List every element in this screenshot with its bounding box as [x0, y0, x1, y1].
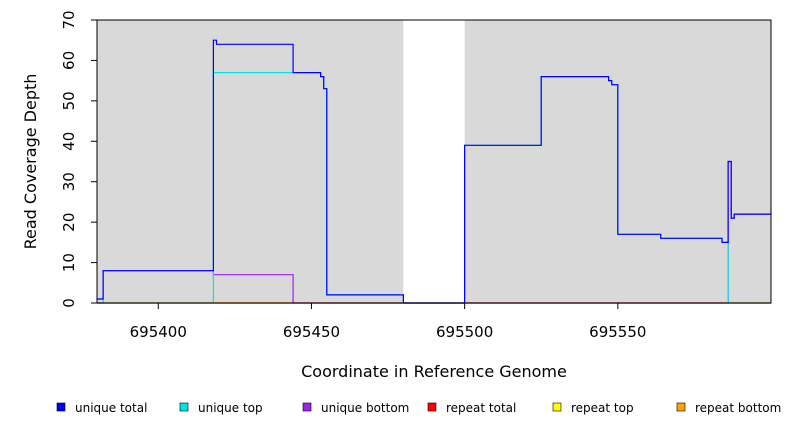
- legend-swatch-repeat-total: [427, 402, 437, 412]
- y-axis-title: Read Coverage Depth: [21, 74, 40, 250]
- x-tick-label: 695400: [130, 323, 187, 341]
- legend-label-unique-bottom: unique bottom: [321, 401, 409, 415]
- y-tick-label: 40: [60, 132, 78, 151]
- legend-swatch-unique-bottom: [302, 402, 312, 412]
- x-axis-title: Coordinate in Reference Genome: [301, 362, 567, 381]
- x-tick-label: 695500: [436, 323, 493, 341]
- legend-swatch-unique-top: [179, 402, 189, 412]
- x-tick-label: 695550: [589, 323, 646, 341]
- legend-label-unique-total: unique total: [75, 401, 147, 415]
- y-tick-label: 30: [60, 172, 78, 191]
- legend-label-repeat-total: repeat total: [446, 401, 516, 415]
- shaded-regions: [97, 20, 771, 303]
- y-tick-label: 20: [60, 213, 78, 232]
- y-tick-label: 10: [60, 253, 78, 272]
- legend-swatch-repeat-top: [552, 402, 562, 412]
- legend-label-unique-top: unique top: [198, 401, 263, 415]
- y-tick-label: 60: [60, 51, 78, 70]
- x-tick-label: 695450: [283, 323, 340, 341]
- legend-label-repeat-top: repeat top: [571, 401, 634, 415]
- series-line-unique-total: [97, 39, 771, 304]
- y-tick-label: 50: [60, 91, 78, 110]
- y-tick-label: 0: [60, 298, 78, 308]
- shaded-region-1: [97, 20, 404, 303]
- legend-swatch-repeat-bottom: [676, 402, 686, 412]
- legend-swatch-unique-total: [56, 402, 66, 412]
- legend: unique total unique top unique bottom repea…: [56, 401, 781, 415]
- y-tick-label: 70: [60, 10, 78, 29]
- x-axis: 695400 695450 695500 695550: [130, 303, 646, 341]
- y-axis: 0 10 20 30 40 50 60 70: [60, 10, 97, 308]
- plot-frame: [96, 19, 772, 304]
- legend-label-repeat-bottom: repeat bottom: [695, 401, 781, 415]
